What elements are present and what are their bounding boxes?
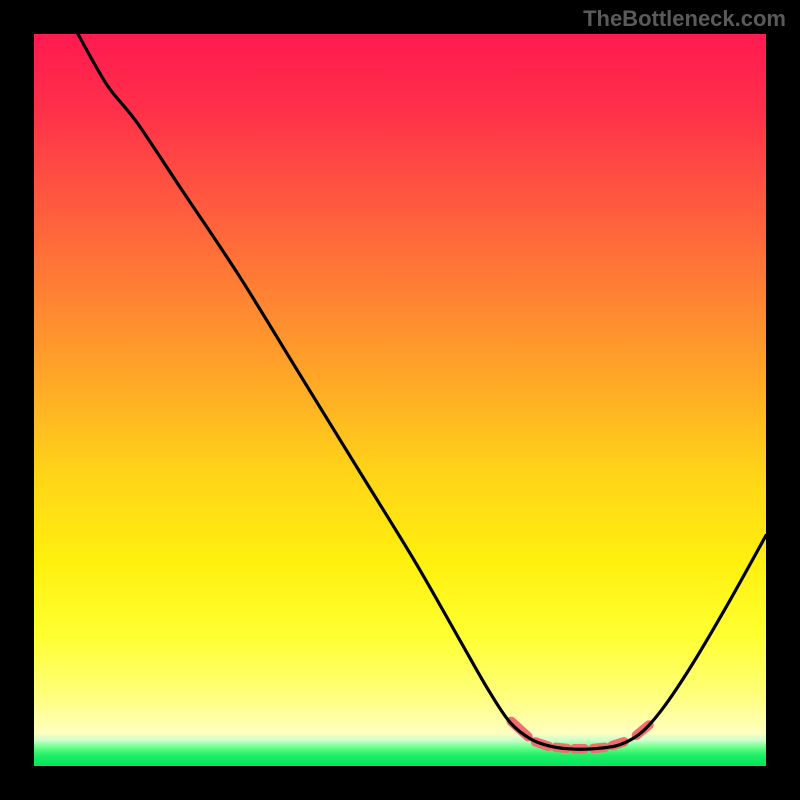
chart-plot-area (34, 34, 766, 766)
chart-background (34, 34, 766, 766)
watermark-text: TheBottleneck.com (583, 6, 786, 32)
chart-svg (34, 34, 766, 766)
